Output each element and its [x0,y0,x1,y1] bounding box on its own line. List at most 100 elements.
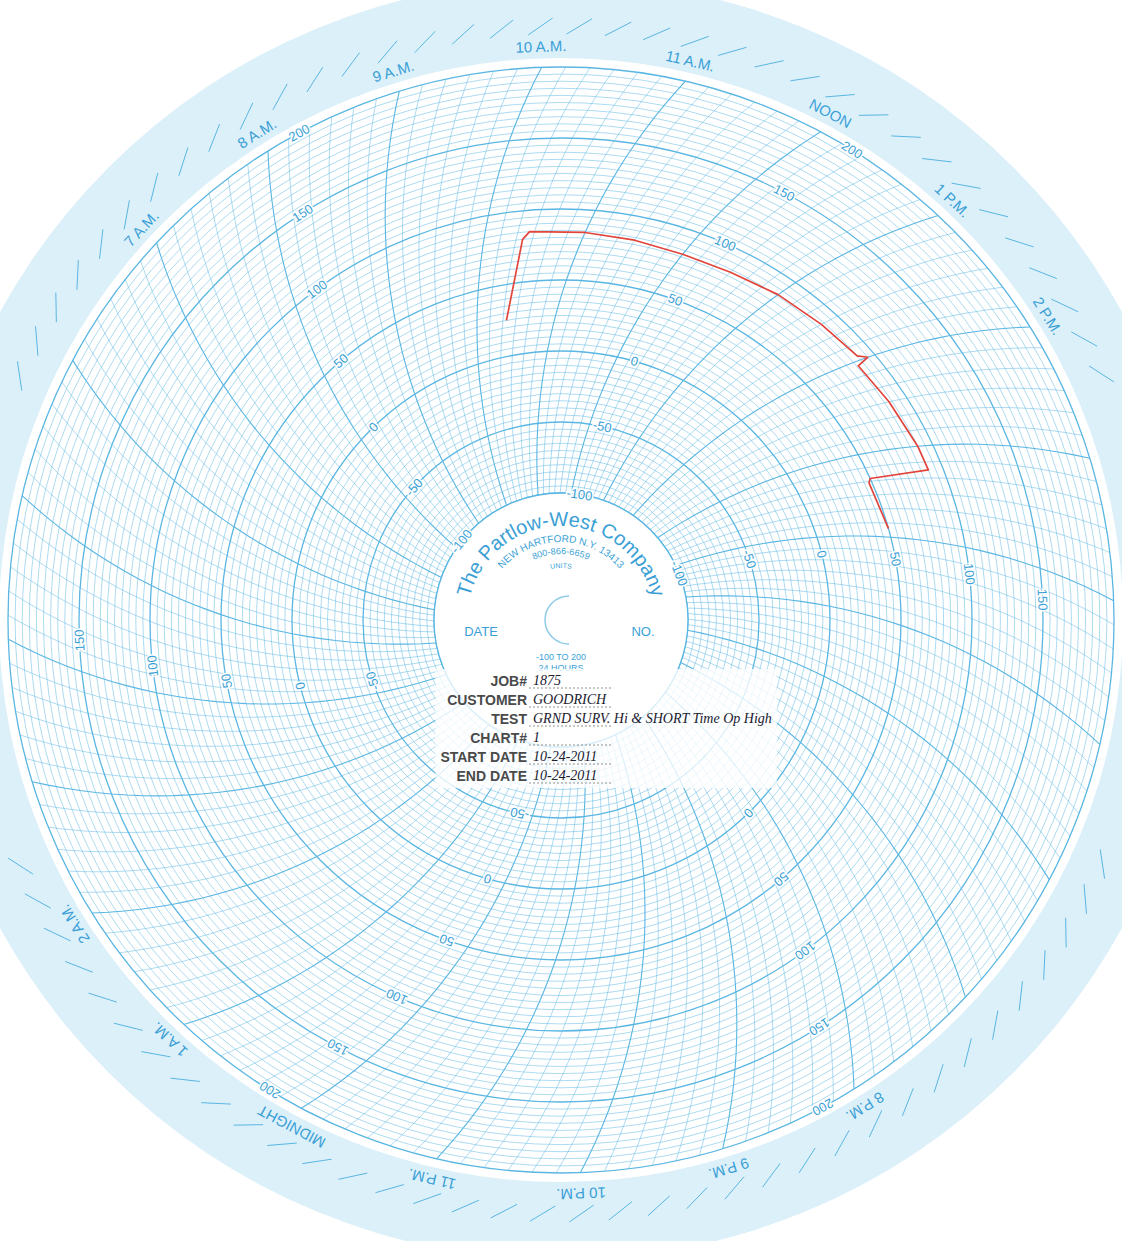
hour-label: 10 A.M. [515,37,566,56]
value-ring [65,124,1057,1116]
value-tick-label: 150 [325,1036,351,1059]
time-line [329,117,467,535]
time-line [173,226,443,573]
time-ring-tick [643,28,670,40]
value-ring [29,88,1092,1151]
value-tick-label: 0 [482,871,493,887]
time-ring-tick [1089,366,1114,382]
time-line [105,728,493,934]
value-tick-label: 0 [366,419,382,435]
value-ring [157,216,965,1024]
hour-line [580,735,645,1173]
value-tick-label: -50 [592,417,614,436]
time-line [26,698,461,779]
value-ring [44,103,1079,1138]
time-ring-tick [1029,268,1057,279]
time-line [16,689,455,746]
value-ring-major [221,280,901,960]
time-line [11,567,441,670]
time-line [604,732,658,1171]
form-label: START DATE [440,749,527,765]
time-line [58,714,476,852]
time-line [638,348,1043,519]
value-ring [264,323,859,918]
value-ring [335,394,788,847]
form-label: CHART# [470,730,527,746]
value-ring [207,266,915,974]
time-line [62,382,434,615]
value-tick-label: 100 [712,232,738,254]
value-tick-label: 150 [1035,589,1051,611]
time-ring-tick [993,1011,998,1040]
time-ring-tick [762,1164,780,1188]
value-ring [51,110,1072,1131]
hour-line [22,496,436,645]
value-ring [58,117,1065,1124]
time-ring-tick [681,36,709,46]
time-line [209,193,448,562]
time-ring-tick [151,173,158,202]
grid [8,67,1114,1173]
time-ring-tick [718,47,746,55]
time-ring-tick [687,1187,708,1208]
time-ring-tick [36,326,38,355]
hour-line [477,67,542,505]
time-ring-tick [124,200,129,229]
value-ring [115,174,1008,1067]
time-ring-tick [378,41,397,64]
hour-label: MIDNIGHT [255,1102,328,1152]
value-ring [285,344,837,896]
hour-labels: MIDNIGHT1 A.M.2 A.M.7 A.M.8 A.M.9 A.M.10… [56,37,1066,1203]
value-ring [36,95,1085,1144]
hour-label: 9 A.M. [370,57,416,86]
value-tick-label: 200 [286,121,312,144]
time-line [35,449,434,632]
hour-line [437,745,586,1159]
time-ring-tick [342,53,360,77]
value-ring [164,223,958,1017]
value-tick-label: 200 [839,138,865,162]
value-ring [136,195,986,1045]
value-tick-label: 0 [814,549,830,560]
time-ring-tick [65,961,93,972]
value-tick-label: -50 [509,804,531,823]
time-line [402,85,483,520]
time-line [40,706,468,813]
form-value: 10-24-2011 [533,768,597,783]
value-ring [107,166,1014,1073]
value-ring [271,330,852,911]
time-ring-tick [201,1103,231,1104]
value-tick-label: 50 [218,673,235,690]
time-ring-tick [1019,981,1022,1010]
value-tick-label: 100 [144,654,161,677]
time-line [43,426,434,626]
time-ring-tick [1044,950,1045,980]
value-tick-label: -100 [565,485,593,504]
time-line [609,232,956,502]
time-ring-tick [922,159,951,162]
value-ring [214,273,908,967]
time-line [345,747,562,1129]
value-tick-label: 50 [771,869,792,890]
hour-label: 8 A.M. [234,115,279,152]
time-line [566,121,799,493]
time-ring-tick [179,148,188,176]
form-label: END DATE [456,768,527,784]
time-line [323,747,556,1119]
value-ring [228,287,894,953]
time-ring-tick [530,1206,555,1221]
time-line [630,727,687,1166]
value-tick-label: 150 [71,629,87,651]
form-value: 1 [533,730,540,745]
hour-label: 11 P.M. [406,1166,457,1194]
form-label: TEST [491,711,527,727]
time-ring-ticks [8,18,1114,1222]
time-line [624,287,1003,509]
time-line [661,461,1096,542]
time-line [635,724,703,1161]
time-line [628,307,1016,513]
time-ring-tick [17,361,21,390]
value-ring [86,145,1036,1095]
hub-units-path: UNITS [550,562,573,570]
time-line [419,79,487,516]
